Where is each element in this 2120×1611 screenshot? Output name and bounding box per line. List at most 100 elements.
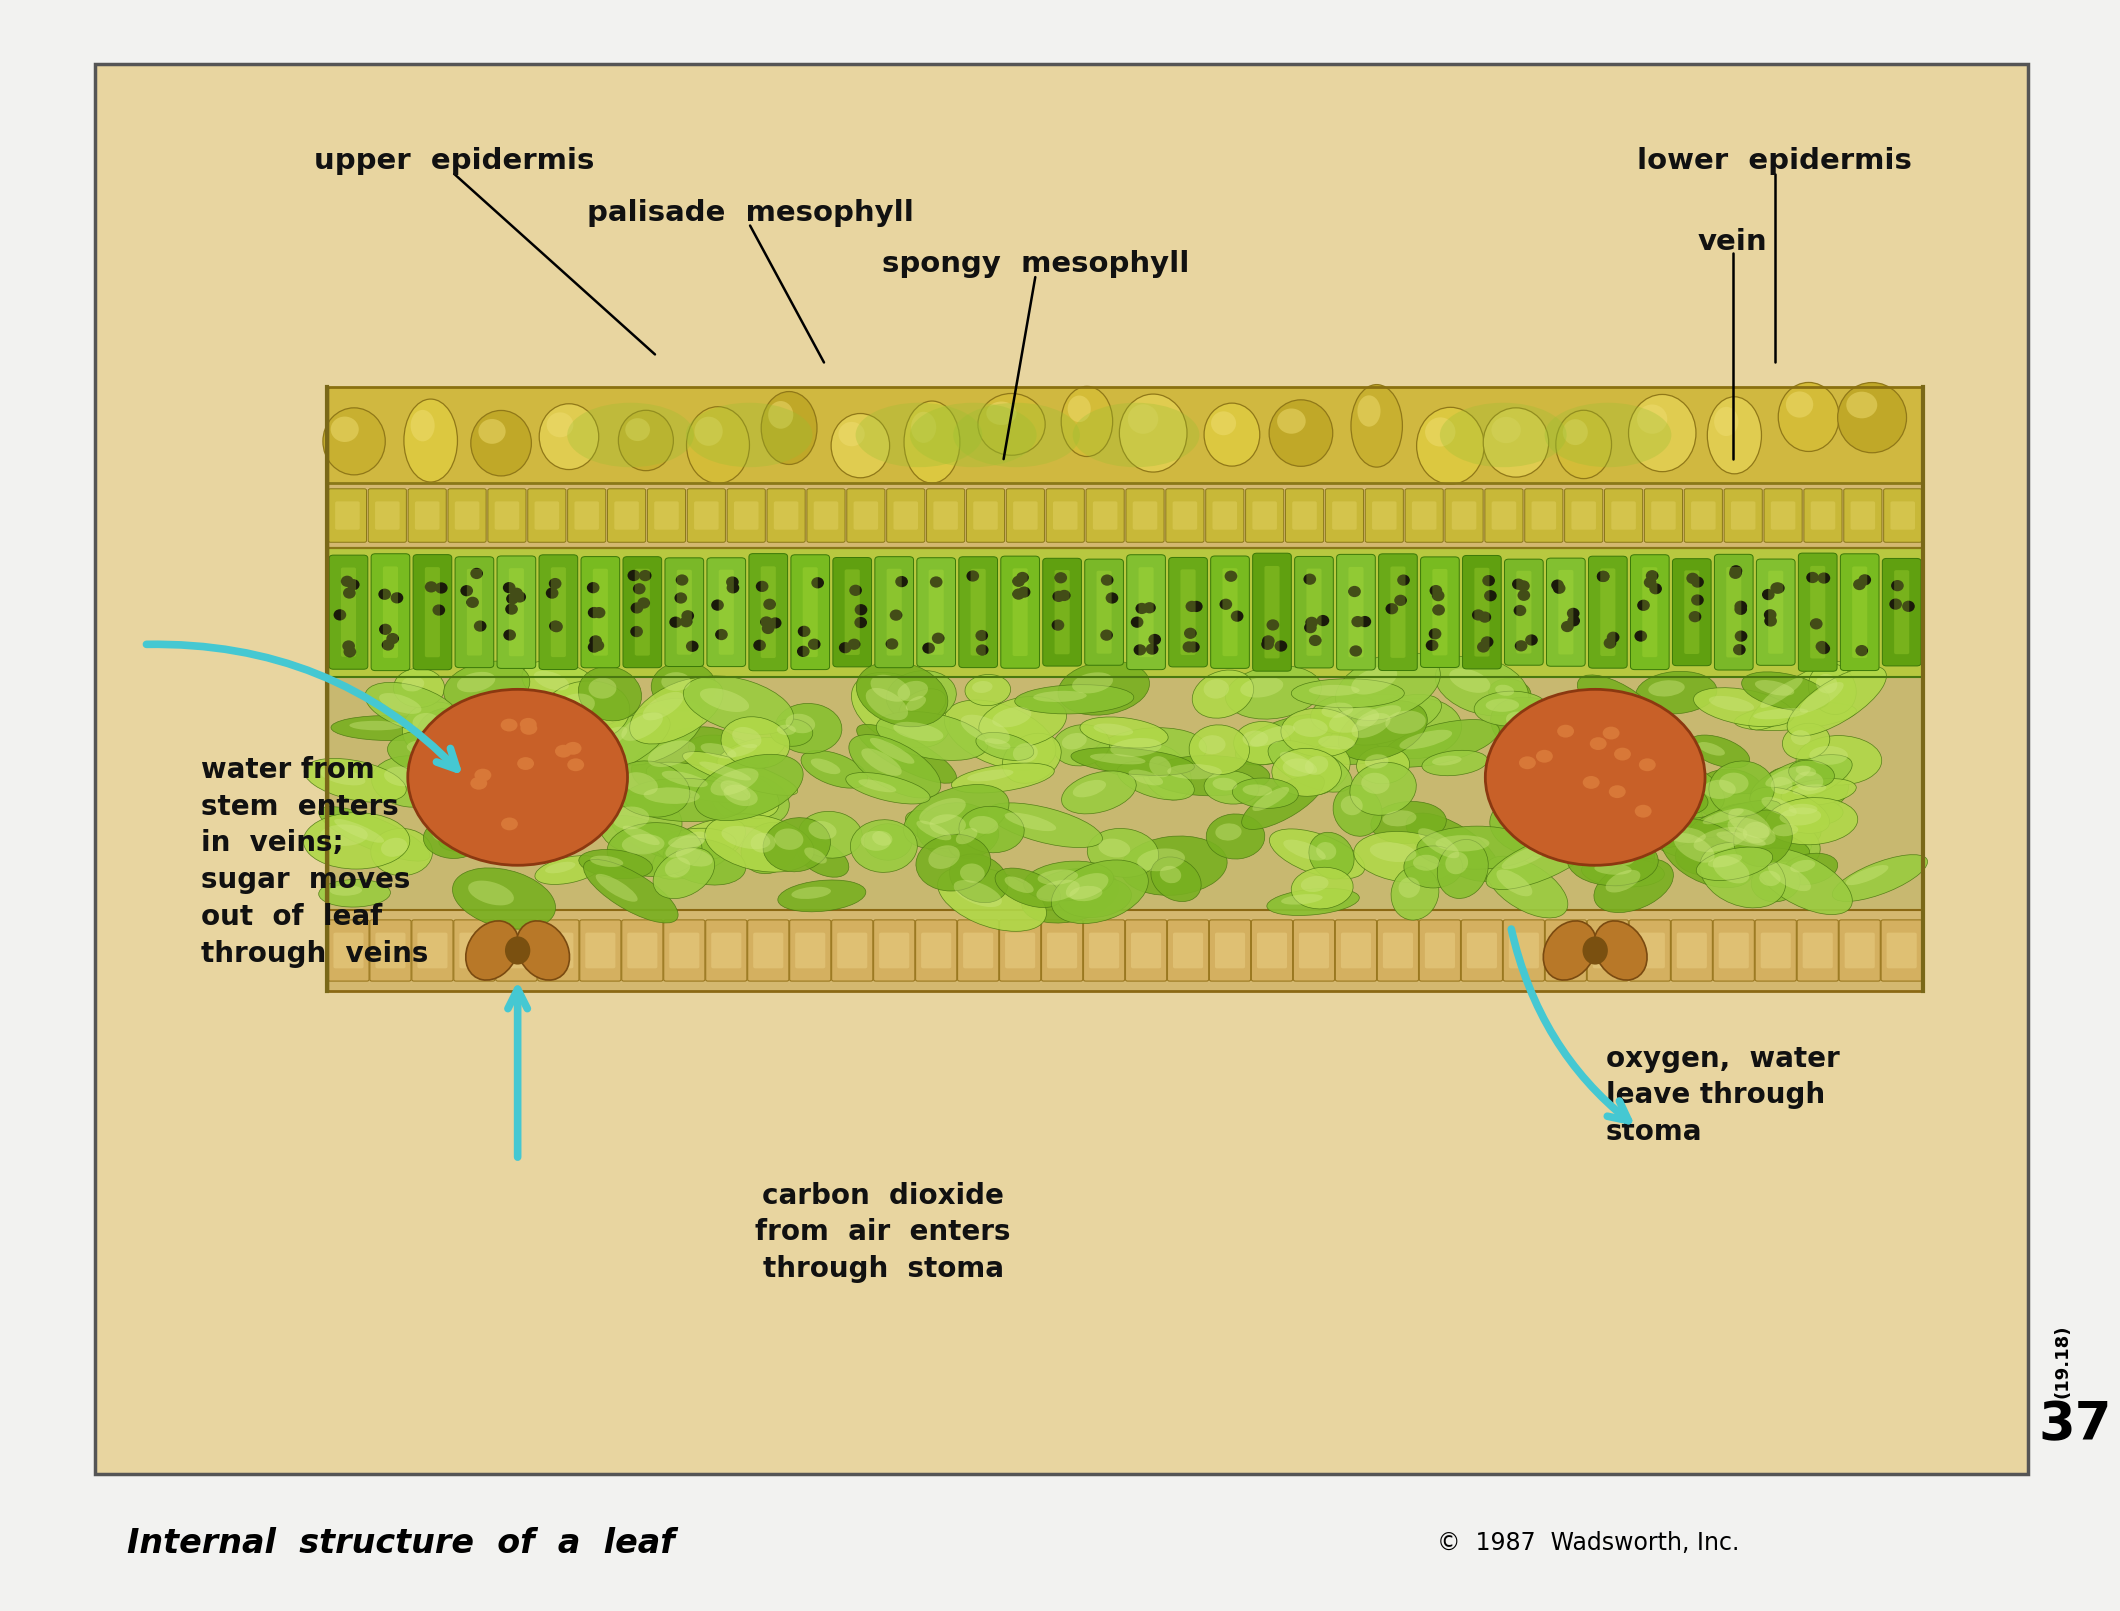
Ellipse shape	[897, 681, 929, 701]
Text: Internal  structure  of  a  leaf: Internal structure of a leaf	[127, 1527, 674, 1559]
FancyBboxPatch shape	[1484, 488, 1522, 543]
Ellipse shape	[1495, 685, 1514, 696]
Ellipse shape	[761, 623, 774, 635]
Ellipse shape	[1268, 741, 1353, 793]
Ellipse shape	[623, 772, 657, 796]
Ellipse shape	[1037, 870, 1079, 884]
Ellipse shape	[1889, 598, 1902, 609]
Ellipse shape	[432, 826, 458, 843]
Ellipse shape	[1588, 688, 1624, 715]
Ellipse shape	[1119, 395, 1187, 472]
Ellipse shape	[1406, 814, 1499, 881]
Ellipse shape	[1766, 797, 1857, 844]
Ellipse shape	[452, 868, 555, 930]
Ellipse shape	[1484, 590, 1497, 601]
Ellipse shape	[1478, 641, 1490, 652]
Ellipse shape	[1066, 873, 1109, 899]
Ellipse shape	[1628, 395, 1696, 472]
Ellipse shape	[1584, 777, 1601, 789]
Ellipse shape	[1372, 801, 1446, 844]
Ellipse shape	[320, 768, 365, 786]
FancyBboxPatch shape	[411, 920, 454, 981]
FancyBboxPatch shape	[1509, 933, 1539, 968]
FancyBboxPatch shape	[933, 501, 958, 530]
Ellipse shape	[420, 725, 532, 788]
Ellipse shape	[967, 570, 979, 582]
Ellipse shape	[840, 643, 852, 654]
Ellipse shape	[865, 688, 907, 720]
Ellipse shape	[750, 833, 776, 852]
FancyBboxPatch shape	[575, 501, 600, 530]
Ellipse shape	[876, 712, 988, 760]
Ellipse shape	[797, 839, 848, 878]
Ellipse shape	[1613, 756, 1724, 818]
Ellipse shape	[1397, 575, 1410, 586]
Ellipse shape	[1090, 754, 1145, 764]
Ellipse shape	[1751, 754, 1853, 806]
FancyBboxPatch shape	[1168, 920, 1208, 981]
FancyBboxPatch shape	[1461, 920, 1503, 981]
Ellipse shape	[1497, 870, 1533, 896]
FancyBboxPatch shape	[1755, 920, 1796, 981]
Ellipse shape	[1253, 786, 1289, 810]
Ellipse shape	[1637, 672, 1717, 714]
Ellipse shape	[1183, 628, 1196, 640]
Ellipse shape	[1700, 823, 1810, 862]
Ellipse shape	[320, 825, 367, 846]
Ellipse shape	[1058, 878, 1132, 917]
FancyBboxPatch shape	[1342, 933, 1372, 968]
Ellipse shape	[1533, 722, 1556, 733]
Ellipse shape	[1283, 759, 1314, 777]
Ellipse shape	[1618, 783, 1637, 797]
Ellipse shape	[1435, 656, 1529, 715]
Ellipse shape	[1537, 733, 1565, 749]
FancyBboxPatch shape	[1083, 920, 1126, 981]
Ellipse shape	[318, 880, 390, 907]
Ellipse shape	[1242, 775, 1325, 830]
Ellipse shape	[1594, 859, 1673, 912]
FancyBboxPatch shape	[371, 554, 409, 670]
Ellipse shape	[591, 640, 604, 651]
Ellipse shape	[587, 607, 600, 619]
Ellipse shape	[1618, 785, 1666, 801]
Ellipse shape	[1372, 698, 1461, 759]
Ellipse shape	[1308, 685, 1359, 696]
Ellipse shape	[1473, 691, 1548, 727]
FancyBboxPatch shape	[1524, 488, 1562, 543]
Ellipse shape	[1817, 572, 1830, 583]
Ellipse shape	[1272, 749, 1342, 796]
Ellipse shape	[1582, 936, 1607, 965]
Ellipse shape	[1806, 572, 1819, 583]
FancyBboxPatch shape	[456, 501, 479, 530]
Ellipse shape	[522, 661, 602, 709]
Ellipse shape	[1198, 735, 1225, 754]
Ellipse shape	[1054, 725, 1109, 765]
FancyBboxPatch shape	[1132, 501, 1158, 530]
Ellipse shape	[960, 863, 984, 883]
Ellipse shape	[407, 739, 462, 759]
Ellipse shape	[452, 823, 494, 838]
FancyBboxPatch shape	[1293, 920, 1336, 981]
Ellipse shape	[507, 593, 519, 604]
Ellipse shape	[606, 823, 702, 876]
FancyBboxPatch shape	[454, 920, 494, 981]
FancyBboxPatch shape	[528, 488, 566, 543]
FancyBboxPatch shape	[416, 501, 439, 530]
Ellipse shape	[1647, 680, 1685, 696]
Ellipse shape	[1340, 796, 1363, 815]
FancyBboxPatch shape	[1726, 567, 1741, 657]
FancyBboxPatch shape	[1724, 488, 1762, 543]
Ellipse shape	[918, 802, 999, 857]
Ellipse shape	[555, 693, 596, 717]
Ellipse shape	[1760, 678, 1802, 707]
FancyBboxPatch shape	[789, 920, 831, 981]
FancyBboxPatch shape	[335, 501, 360, 530]
Ellipse shape	[1732, 644, 1745, 656]
FancyBboxPatch shape	[886, 488, 924, 543]
Ellipse shape	[1431, 590, 1444, 601]
Text: carbon  dioxide
from  air  enters
through  stoma: carbon dioxide from air enters through s…	[755, 1181, 1011, 1284]
FancyBboxPatch shape	[1755, 559, 1796, 665]
Ellipse shape	[1317, 843, 1336, 860]
Ellipse shape	[1283, 839, 1325, 860]
Ellipse shape	[647, 762, 748, 802]
